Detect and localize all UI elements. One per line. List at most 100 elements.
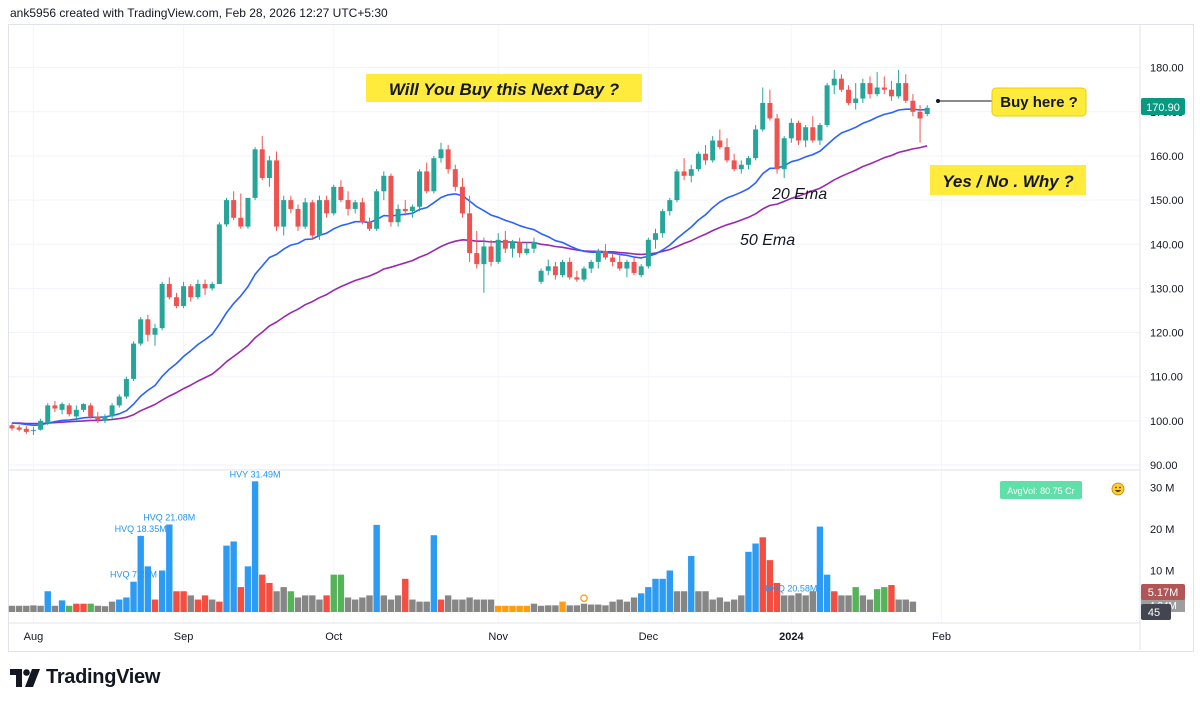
candle [417, 169, 423, 212]
candle [631, 257, 637, 276]
time-tick-label: Oct [325, 631, 342, 643]
volume-bar [773, 582, 781, 612]
volume-bar [158, 570, 166, 612]
volume-peak-label: HVQ 21.08M [143, 513, 195, 523]
candle [502, 231, 508, 254]
candle-body [517, 242, 523, 254]
candle [252, 147, 258, 201]
candle-body [409, 206, 415, 212]
volume-bar [80, 603, 87, 612]
candle-body [374, 191, 380, 229]
candle-body [731, 160, 737, 170]
volume-bar [680, 591, 688, 612]
candle [588, 259, 594, 273]
volume-bar [394, 595, 402, 612]
candle [131, 341, 137, 382]
grinning-face-icon[interactable] [1111, 482, 1125, 496]
candle-body [681, 171, 687, 176]
volume-bar [423, 601, 430, 612]
volume-bar [881, 587, 888, 612]
candle [45, 403, 51, 426]
candle-body [881, 87, 887, 90]
last-volume-badge [1141, 584, 1185, 600]
candle [16, 425, 22, 432]
candle [860, 78, 866, 103]
candle-body [102, 416, 108, 421]
volume-bar [73, 603, 80, 612]
candle [545, 259, 551, 276]
candle-body [545, 266, 551, 271]
callout-anchor-dot [936, 99, 940, 103]
candle [59, 402, 65, 415]
volume-bar [781, 595, 788, 612]
candle-body [381, 175, 387, 192]
candle-body [695, 153, 701, 170]
candle-body [595, 250, 601, 262]
time-tick-label: Sep [174, 631, 194, 643]
price-tick-label: 120.00 [1150, 328, 1184, 340]
price-tick-label: 90.00 [1150, 460, 1178, 472]
candle-body [824, 85, 830, 126]
candle-body [202, 283, 208, 289]
candle-body [703, 153, 709, 161]
tradingview-branding[interactable]: TradingView [10, 666, 160, 689]
candle-body [224, 200, 229, 225]
candle-body [66, 405, 72, 415]
candle [467, 195, 473, 262]
candle-body [45, 405, 51, 424]
candle-body [259, 149, 265, 179]
candle [896, 69, 902, 99]
time-tick-label: 2024 [779, 631, 804, 643]
candle-body [481, 246, 487, 265]
candle [745, 155, 751, 170]
buy-here-callout[interactable] [991, 87, 1087, 117]
candle [438, 142, 444, 163]
candle [395, 204, 401, 227]
volume-bar [201, 595, 209, 612]
volume-bar [645, 587, 652, 612]
price-tick-label: 160.00 [1150, 151, 1184, 163]
candle [624, 259, 630, 278]
candle-body [610, 257, 616, 262]
candle-body [846, 89, 852, 103]
candle [195, 279, 201, 300]
candle [595, 248, 601, 269]
volume-bar [759, 537, 766, 612]
candle [881, 76, 887, 95]
volume-bar [495, 605, 502, 612]
candle-body [152, 328, 158, 335]
candle-body [331, 186, 337, 214]
last-volume-text: 5.17M [1148, 587, 1179, 599]
price-tick-label: 140.00 [1150, 239, 1184, 251]
question-text: Yes / No . Why ? [942, 172, 1074, 191]
candle [316, 195, 322, 240]
candle [402, 200, 408, 216]
volume-bar [738, 595, 745, 612]
candle [281, 195, 287, 236]
volume-bar [409, 599, 416, 612]
price-tick-label: 130.00 [1150, 283, 1184, 295]
candle-body [874, 87, 880, 95]
volume-bar [831, 591, 838, 612]
candle-body [388, 175, 394, 223]
volume-bar [380, 595, 387, 612]
candle-body [688, 169, 694, 176]
volume-tick-label: 20 M [1150, 524, 1174, 536]
candle [138, 317, 144, 346]
volume-bar [788, 595, 795, 612]
candle [695, 151, 701, 172]
candle [152, 323, 158, 346]
candle [66, 403, 72, 417]
volume-bar [752, 543, 759, 612]
volume-bar [473, 599, 480, 612]
volume-bar [573, 605, 581, 612]
volume-bar [888, 585, 895, 612]
headline-highlight [366, 74, 642, 102]
candle [424, 162, 430, 194]
candle [202, 279, 208, 296]
candle-body [288, 200, 294, 209]
candle-body [302, 202, 308, 227]
volume-bar [58, 600, 66, 612]
